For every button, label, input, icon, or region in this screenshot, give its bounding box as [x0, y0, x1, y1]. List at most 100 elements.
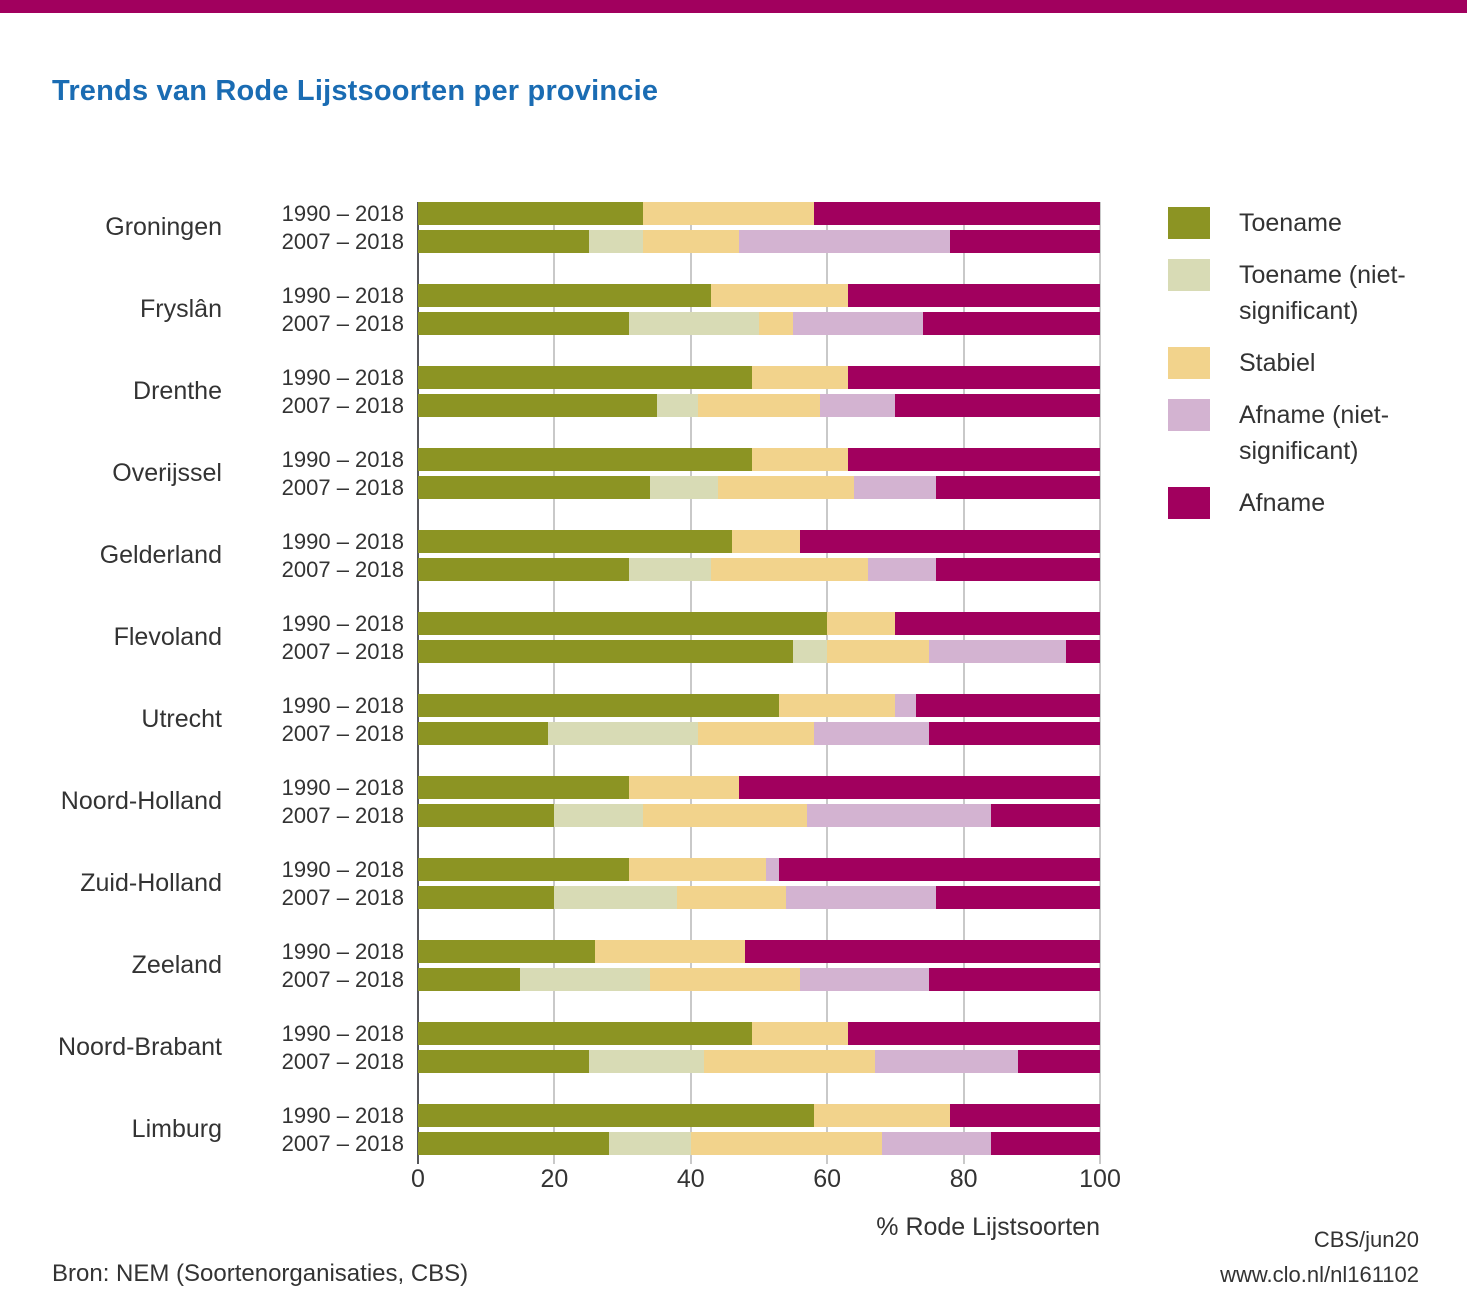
legend-swatch	[1168, 207, 1210, 239]
credit-line-2: www.clo.nl/nl161102	[1220, 1262, 1419, 1287]
segment-afname-niet-significant	[895, 694, 916, 717]
segment-afname	[949, 1104, 1100, 1127]
legend: Toename Toename (niet-significant) Stabiel…	[1168, 205, 1444, 521]
segment-afname	[847, 284, 1100, 307]
period-label: 1990 – 2018	[281, 856, 404, 882]
stacked-bar	[418, 722, 1100, 745]
segment-afname	[895, 612, 1100, 635]
segment-stabiel	[827, 612, 896, 635]
segment-toename-niet-significant	[547, 722, 698, 745]
segment-toename	[418, 530, 732, 553]
stacked-bar	[418, 448, 1100, 471]
segment-toename	[418, 202, 644, 225]
stacked-bar	[418, 558, 1100, 581]
stacked-bar	[418, 968, 1100, 991]
province-group-noord-holland: Noord-Holland 1990 – 2018 2007 – 2018	[0, 775, 1467, 828]
segment-stabiel	[758, 312, 794, 335]
stacked-bar	[418, 1050, 1100, 1073]
x-axis-label: % Rode Lijstsoorten	[876, 1213, 1100, 1241]
province-group-zeeland: Zeeland 1990 – 2018 2007 – 2018	[0, 938, 1467, 992]
segment-afname	[1065, 640, 1100, 663]
province-group-limburg: Limburg 1990 – 2018 2007 – 2018	[0, 1103, 1467, 1156]
period-label: 2007 – 2018	[281, 802, 404, 828]
segment-toename	[418, 366, 753, 389]
segment-toename	[418, 776, 630, 799]
stacked-bar	[418, 284, 1100, 307]
period-label: 1990 – 2018	[281, 938, 404, 964]
stacked-bar	[418, 858, 1100, 881]
period-label: 2007 – 2018	[281, 310, 404, 336]
segment-afname-niet-significant	[799, 968, 930, 991]
segment-afname-niet-significant	[765, 858, 780, 881]
segment-afname	[847, 1022, 1100, 1045]
stacked-bar	[418, 312, 1100, 335]
period-label: 2007 – 2018	[281, 392, 404, 418]
legend-item-afname-niet-significant: Afname (niet-significant)	[1168, 397, 1444, 469]
x-tick-label: 100	[1079, 1165, 1121, 1193]
segment-afname	[929, 722, 1100, 745]
segment-stabiel	[629, 776, 739, 799]
segment-afname	[799, 530, 1100, 553]
province-label: Drenthe	[133, 377, 222, 405]
segment-toename-niet-significant	[629, 558, 712, 581]
legend-label: Afname	[1239, 489, 1326, 517]
plot-area: Groningen 1990 – 2018 2007 – 2018 Fryslân 19…	[0, 200, 1467, 1164]
y-axis-line	[417, 202, 419, 1164]
chart-title: Trends van Rode Lijstsoorten per provinc…	[52, 75, 659, 107]
segment-toename-niet-significant	[656, 394, 698, 417]
bar-rows: Groningen 1990 – 2018 2007 – 2018 Fryslân 19…	[0, 200, 1467, 1156]
segment-toename	[418, 1104, 814, 1127]
segment-stabiel	[643, 202, 814, 225]
legend-swatch	[1168, 399, 1210, 431]
segment-stabiel	[718, 476, 855, 499]
period-label: 1990 – 2018	[281, 1020, 404, 1046]
segment-afname	[922, 312, 1100, 335]
segment-stabiel	[752, 1022, 848, 1045]
segment-toename	[418, 394, 657, 417]
period-label: 1990 – 2018	[281, 446, 404, 472]
segment-toename	[418, 230, 589, 253]
stacked-bar	[418, 886, 1100, 909]
province-label: Overijssel	[112, 459, 222, 487]
legend-item-toename: Toename	[1168, 205, 1444, 241]
stacked-bar	[418, 1104, 1100, 1127]
gridline-40	[689, 202, 692, 1164]
period-label: 1990 – 2018	[281, 610, 404, 636]
segment-stabiel	[629, 858, 766, 881]
period-label: 2007 – 2018	[281, 1048, 404, 1074]
segment-stabiel	[690, 1132, 882, 1155]
segment-afname	[847, 366, 1100, 389]
legend-swatch	[1168, 259, 1210, 291]
x-tick-label: 20	[540, 1165, 569, 1193]
segment-toename-niet-significant	[588, 230, 644, 253]
segment-toename	[418, 694, 780, 717]
segment-toename-niet-significant	[520, 968, 650, 991]
credit-block: CBS/jun20 www.clo.nl/nl161102	[1220, 1222, 1419, 1292]
segment-afname	[895, 394, 1100, 417]
segment-toename	[418, 284, 712, 307]
province-group-frysl-n: Fryslân 1990 – 2018 2007 – 2018	[0, 282, 1467, 336]
segment-afname	[1018, 1050, 1100, 1073]
segment-stabiel	[595, 940, 746, 963]
stacked-bar	[418, 804, 1100, 827]
period-label: 1990 – 2018	[281, 364, 404, 390]
gridline-20	[553, 202, 556, 1164]
period-label: 1990 – 2018	[281, 282, 404, 308]
stacked-bar	[418, 394, 1100, 417]
period-label: 1990 – 2018	[281, 200, 404, 226]
period-label: 2007 – 2018	[281, 884, 404, 910]
segment-toename	[418, 312, 630, 335]
x-axis: 0 20 40 60 80 100	[411, 1165, 1121, 1197]
province-label: Flevoland	[113, 623, 222, 651]
segment-afname-niet-significant	[874, 1050, 1019, 1073]
province-group-overijssel: Overijssel 1990 – 2018 2007 – 2018	[0, 446, 1467, 500]
segment-stabiel	[697, 394, 821, 417]
x-tick-label: 0	[411, 1165, 425, 1193]
legend-label: Toename (niet-significant)	[1239, 261, 1406, 325]
period-label: 2007 – 2018	[281, 556, 404, 582]
legend-swatch	[1168, 347, 1210, 379]
segment-stabiel	[731, 530, 800, 553]
province-label: Utrecht	[141, 705, 222, 733]
segment-toename	[418, 612, 828, 635]
segment-afname	[847, 448, 1100, 471]
